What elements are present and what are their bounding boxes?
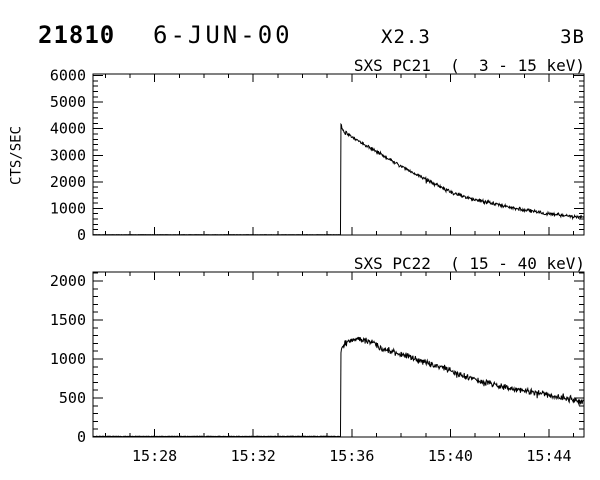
y-tick-label: 1000 <box>50 350 86 368</box>
y-tick-label: 1000 <box>50 199 86 217</box>
x-tick-label: 15:40 <box>428 447 473 465</box>
y-tick-label: 6000 <box>50 67 86 85</box>
pc22-curve <box>92 336 584 438</box>
y-tick-label: 5000 <box>50 93 86 111</box>
y-tick-label: 4000 <box>50 120 86 138</box>
pc21-curve <box>93 122 584 236</box>
x-tick-label: 15:28 <box>132 447 177 465</box>
goes-class: X2.3 <box>381 26 431 48</box>
y-tick-label: 0 <box>77 226 86 244</box>
pc22-frame <box>92 271 585 438</box>
x-tick-label: 15:36 <box>329 447 374 465</box>
panel-title-pc22: SXS PC22 ( 15 - 40 keV) <box>353 254 585 273</box>
panel-title-pc21: SXS PC21 ( 3 - 15 keV) <box>353 56 585 75</box>
y-tick-label: 2000 <box>50 173 86 191</box>
flare-number: 21810 <box>38 21 116 49</box>
x-tick-label: 15:44 <box>526 447 571 465</box>
flare-date: 6-JUN-00 <box>153 21 293 49</box>
x-tick-label: 15:32 <box>231 447 276 465</box>
y-tick-label: 500 <box>59 389 86 407</box>
y-tick-label: 3000 <box>50 146 86 164</box>
optical-class: 3B <box>560 26 585 48</box>
pc21-frame <box>92 73 585 236</box>
y-tick-label: 1500 <box>50 311 86 329</box>
y-tick-label: 2000 <box>50 272 86 290</box>
y-tick-label: 0 <box>77 428 86 446</box>
